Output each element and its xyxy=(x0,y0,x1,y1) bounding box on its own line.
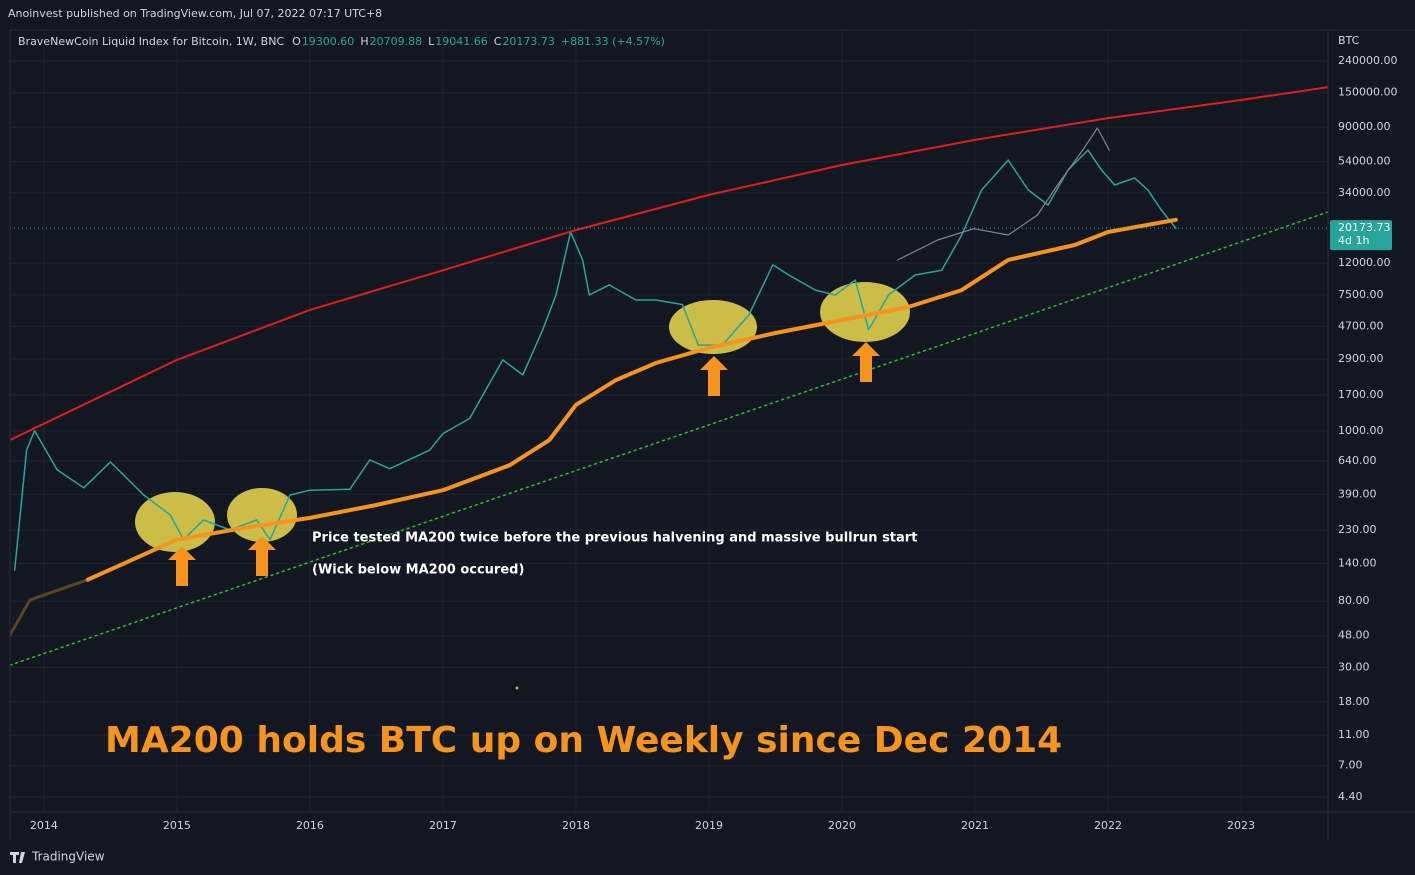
symbol: BraveNewCoin Liquid Index for Bitcoin, 1… xyxy=(18,35,284,48)
highlight xyxy=(227,488,297,542)
y-tick-label: 640.00 xyxy=(1338,454,1377,467)
y-tick-label: 34000.00 xyxy=(1338,186,1391,199)
y-tick-label: 150000.00 xyxy=(1338,86,1398,99)
change: +881.33 (+4.57%) xyxy=(561,35,665,48)
y-tick-label: 390.00 xyxy=(1338,487,1377,500)
series-line xyxy=(10,211,1328,666)
lines xyxy=(10,86,1328,666)
y-tick-label: 2900.00 xyxy=(1338,352,1384,365)
y-tick-label: 230.00 xyxy=(1338,523,1377,536)
arrow xyxy=(852,342,880,382)
x-tick-label: 2022 xyxy=(1094,819,1122,832)
y-tick-label: 48.00 xyxy=(1338,629,1370,642)
headline: MA200 holds BTC up on Weekly since Dec 2… xyxy=(105,720,1062,761)
y-tick-label: 80.00 xyxy=(1338,594,1370,607)
plot-area xyxy=(10,86,1328,690)
logo xyxy=(10,852,25,863)
annotation: Price tested MA200 twice before the prev… xyxy=(312,531,917,546)
x-tick-label: 2020 xyxy=(828,819,856,832)
y-tick-label: 90000.00 xyxy=(1338,120,1391,133)
arrows xyxy=(168,342,880,586)
y-tick-label: 12000.00 xyxy=(1338,256,1391,269)
annotation: (Wick below MA200 occured) xyxy=(312,563,524,578)
series-line xyxy=(10,86,1328,441)
x-tick-label: 2017 xyxy=(429,819,457,832)
arrow xyxy=(168,546,196,586)
y-tick-label: 7.00 xyxy=(1338,759,1363,772)
footer: TradingView xyxy=(31,850,105,864)
y-tick-label: 1000.00 xyxy=(1338,424,1384,437)
currency: BTC xyxy=(1338,34,1360,47)
y-tick-label: 140.00 xyxy=(1338,556,1377,569)
y-tick-label: 4700.00 xyxy=(1338,319,1384,332)
series-line xyxy=(897,127,1110,261)
x-tick-label: 2023 xyxy=(1227,819,1255,832)
ohlc-value: 19041.66 xyxy=(435,35,488,48)
ohlc-value: 19300.60 xyxy=(302,35,355,48)
ohlc-value: 20709.88 xyxy=(370,35,423,48)
ohlc-label: O xyxy=(292,35,301,48)
y-tick-label: 240000.00 xyxy=(1338,54,1398,67)
x-tick-label: 2016 xyxy=(296,819,324,832)
y-tick-label: 1700.00 xyxy=(1338,388,1384,401)
ohlc-label: L xyxy=(428,35,435,48)
arrow xyxy=(248,536,276,576)
y-tick-label: 18.00 xyxy=(1338,695,1370,708)
series-line xyxy=(85,217,1178,582)
x-tick-label: 2019 xyxy=(695,819,723,832)
x-tick-label: 2021 xyxy=(961,819,989,832)
arrow xyxy=(700,356,728,396)
y-tick-label: 54000.00 xyxy=(1338,155,1391,168)
x-tick-label: 2014 xyxy=(30,819,58,832)
ohlc-value: 20173.73 xyxy=(502,35,555,48)
price-tag xyxy=(1330,220,1392,251)
y-tick-label: 7500.00 xyxy=(1338,288,1384,301)
ohlc: O 19300.60 H 20709.88 L 19041.66 C 20173.73 +881… xyxy=(292,35,665,48)
series-line xyxy=(10,578,90,637)
price-tag-countdown: 4d 1h xyxy=(1338,234,1369,247)
y-tick-label: 11.00 xyxy=(1338,728,1370,741)
x-tick-label: 2018 xyxy=(562,819,590,832)
dot xyxy=(515,686,519,690)
highlight xyxy=(820,282,910,342)
y-tick-label: 4.40 xyxy=(1338,790,1363,803)
y-tick-label: 30.00 xyxy=(1338,660,1370,673)
price-tag-value: 20173.73 xyxy=(1338,221,1391,234)
ohlc-label: C xyxy=(494,35,502,48)
grid xyxy=(10,30,1328,812)
ohlc-label: H xyxy=(360,35,368,48)
highlight xyxy=(135,492,215,552)
series-line xyxy=(13,149,1177,571)
x-tick-label: 2015 xyxy=(163,819,191,832)
header: Anoinvest published on TradingView.com, … xyxy=(8,7,382,20)
